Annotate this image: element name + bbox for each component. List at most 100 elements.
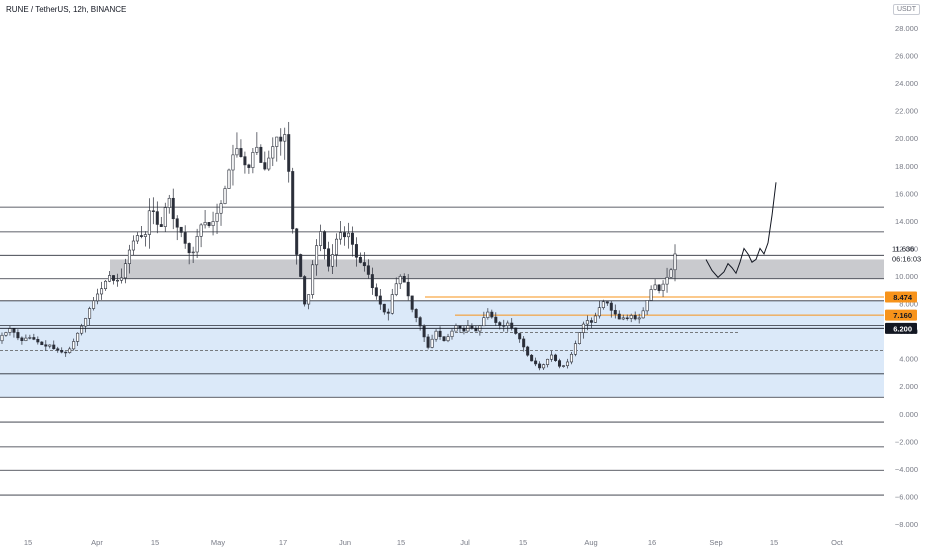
candle-body bbox=[362, 262, 366, 267]
candle bbox=[239, 139, 243, 158]
candle-body bbox=[327, 248, 331, 267]
y-tick-label: 0.000 bbox=[899, 410, 918, 419]
candle bbox=[60, 347, 64, 354]
candle bbox=[609, 300, 613, 318]
candle-body bbox=[633, 315, 637, 320]
candle-body bbox=[68, 348, 72, 353]
candle bbox=[56, 346, 60, 353]
orange-tag-2-text: 7.160 bbox=[893, 311, 912, 320]
candle bbox=[386, 308, 390, 321]
candle bbox=[390, 288, 394, 315]
candle-body bbox=[386, 311, 390, 314]
candle bbox=[167, 194, 171, 214]
x-tick-label: 17 bbox=[279, 538, 287, 547]
blue-zone bbox=[0, 300, 884, 398]
x-tick-label: Oct bbox=[831, 538, 844, 547]
candle-body bbox=[585, 320, 589, 325]
last-price-label: 11.636 bbox=[892, 244, 914, 253]
candle-body bbox=[167, 197, 171, 208]
candle-body bbox=[641, 310, 645, 319]
candle bbox=[653, 279, 657, 291]
currency-button[interactable]: USDT bbox=[892, 4, 920, 15]
candle-body bbox=[350, 232, 354, 245]
x-tick-label: Jul bbox=[460, 538, 470, 547]
candle bbox=[0, 332, 4, 344]
candle-body bbox=[183, 232, 187, 244]
candle-body bbox=[562, 365, 566, 367]
candle-body bbox=[621, 317, 625, 320]
candle bbox=[28, 334, 32, 340]
candle-body bbox=[534, 360, 538, 365]
candle bbox=[115, 273, 119, 287]
candle bbox=[255, 132, 259, 155]
x-tick-label: 16 bbox=[648, 538, 656, 547]
candle-body bbox=[295, 228, 299, 255]
candle bbox=[546, 358, 550, 368]
candle bbox=[143, 231, 147, 247]
candle bbox=[40, 341, 44, 346]
candle-body bbox=[251, 152, 255, 168]
candle bbox=[207, 222, 211, 228]
candle bbox=[661, 280, 665, 297]
candle bbox=[163, 202, 167, 232]
candle bbox=[279, 128, 283, 156]
candle-body bbox=[338, 232, 342, 240]
candle-body bbox=[402, 275, 406, 283]
candle-body bbox=[494, 316, 498, 323]
candle bbox=[231, 144, 235, 186]
candle-body bbox=[518, 333, 522, 340]
candle bbox=[247, 163, 251, 174]
candle-body bbox=[299, 254, 303, 277]
candle-body bbox=[609, 302, 613, 311]
candle bbox=[327, 241, 331, 272]
candle bbox=[203, 210, 207, 229]
candle bbox=[382, 303, 386, 315]
candle bbox=[402, 273, 406, 283]
x-tick-label: 15 bbox=[519, 538, 527, 547]
zones-layer bbox=[0, 259, 884, 398]
candle bbox=[406, 274, 410, 301]
candle-body bbox=[422, 325, 426, 338]
candle bbox=[139, 226, 143, 239]
candle bbox=[263, 151, 267, 171]
candle-body bbox=[653, 284, 657, 290]
candle bbox=[414, 308, 418, 323]
candle bbox=[378, 288, 382, 310]
candle-body bbox=[661, 283, 665, 291]
candle-body bbox=[147, 210, 151, 235]
candle bbox=[72, 338, 76, 351]
candle bbox=[669, 268, 673, 278]
candle bbox=[358, 252, 362, 264]
y-tick-label: 10.000 bbox=[895, 272, 918, 281]
candle-body bbox=[175, 218, 179, 228]
candle-body bbox=[673, 253, 677, 271]
candle bbox=[100, 281, 104, 300]
y-tick-label: −6.000 bbox=[895, 492, 918, 501]
candle-body bbox=[36, 339, 40, 343]
candle bbox=[370, 267, 374, 295]
candle bbox=[558, 358, 562, 369]
candle-body bbox=[311, 264, 315, 295]
candle-body bbox=[131, 240, 135, 251]
candle-body bbox=[247, 164, 251, 168]
candle-body bbox=[203, 222, 207, 226]
candle-body bbox=[108, 275, 112, 282]
candle bbox=[446, 333, 450, 343]
candle-body bbox=[550, 354, 554, 360]
y-tick-label: −8.000 bbox=[895, 520, 918, 529]
y-tick-label: 28.000 bbox=[895, 24, 918, 33]
candle bbox=[338, 221, 342, 245]
candle-body bbox=[104, 280, 108, 290]
candle bbox=[24, 334, 28, 342]
candle-body bbox=[155, 211, 159, 225]
candle bbox=[562, 365, 566, 368]
candle bbox=[518, 332, 522, 343]
candle-body bbox=[88, 308, 92, 319]
candle-body bbox=[414, 309, 418, 318]
x-tick-label: 15 bbox=[397, 538, 405, 547]
y-tick-label: 24.000 bbox=[895, 79, 918, 88]
candle-body bbox=[199, 224, 203, 237]
candle-body bbox=[123, 263, 127, 279]
candle-body bbox=[72, 341, 76, 350]
